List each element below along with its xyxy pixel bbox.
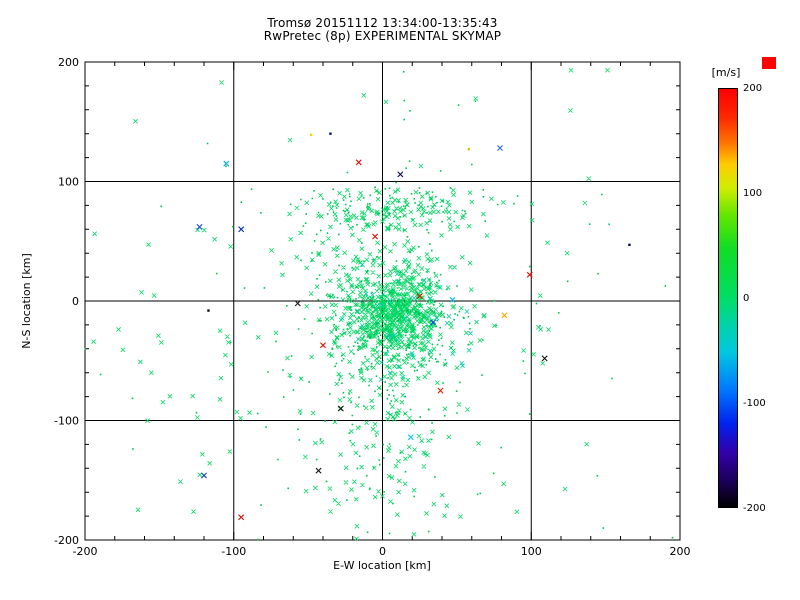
echo-outlier — [294, 300, 301, 307]
echo-outlier — [337, 405, 344, 412]
echo-outlier — [526, 271, 533, 278]
colorbar-over-range-swatch — [762, 57, 776, 69]
echo-outlier — [315, 467, 322, 474]
x-tick-label: 100 — [521, 545, 542, 558]
echo-outlier — [497, 145, 504, 152]
echo-outlier — [437, 387, 444, 394]
echo-outlier — [407, 434, 414, 441]
echo-cluster-teal-accents — [339, 257, 473, 382]
echo-outlier — [501, 312, 508, 319]
echo-cluster-lower-tail — [294, 254, 487, 542]
colorbar-tick-label: 100 — [743, 188, 763, 199]
y-tick-label: -100 — [54, 415, 79, 428]
x-tick-label: 0 — [379, 545, 386, 558]
echo-outlier — [329, 132, 332, 135]
colorbar-tick-label: -200 — [743, 503, 766, 514]
x-tick-label: -100 — [221, 545, 246, 558]
echo-outlier — [372, 233, 379, 240]
figure-subtitle: RwPretec (8p) EXPERIMENTAL SKYMAP — [263, 29, 502, 43]
colorbar-units-label: [m/s] — [711, 66, 741, 79]
echo-cluster-background — [92, 67, 610, 515]
echo-outlier — [628, 243, 631, 247]
echo-outlier — [309, 133, 313, 137]
echo-outlier — [238, 226, 245, 233]
figure-title: Tromsø 20151112 13:34:00-13:35:43 — [267, 16, 498, 30]
plot-frame — [84, 61, 681, 541]
echo-outlier — [201, 472, 207, 479]
echo-cluster-mid — [280, 190, 550, 323]
y-tick-label: 0 — [72, 295, 79, 308]
colorbar-tick-label: 0 — [743, 293, 750, 304]
echo-outlier — [207, 309, 210, 312]
y-tick-label: 200 — [58, 56, 79, 69]
echo-outlier — [430, 319, 437, 326]
echo-outlier — [467, 148, 470, 151]
colorbar-tick-label: 200 — [743, 83, 763, 94]
echo-outlier — [397, 171, 404, 178]
y-tick-label: 100 — [58, 176, 79, 189]
echo-cluster-background-dots — [84, 71, 674, 541]
echo-outlier — [416, 293, 423, 300]
echo-outlier — [238, 514, 245, 521]
echo-cluster-upper-band-dots — [250, 167, 591, 242]
echo-outlier — [449, 296, 456, 303]
x-tick-label: -200 — [73, 545, 98, 558]
echo-outlier — [196, 223, 203, 230]
echo-cluster-left-sparse — [91, 236, 261, 513]
x-tick-label: 200 — [670, 545, 691, 558]
echo-outlier — [320, 342, 326, 349]
colorbar — [718, 88, 738, 508]
echo-outlier — [355, 159, 362, 166]
y-axis-label: N-S location [km] — [20, 253, 33, 349]
echo-outlier — [223, 160, 230, 167]
y-tick-label: -200 — [54, 534, 79, 547]
x-axis-label: E-W location [km] — [333, 559, 431, 572]
colorbar-tick-label: -100 — [743, 398, 766, 409]
echo-outlier — [541, 355, 548, 362]
